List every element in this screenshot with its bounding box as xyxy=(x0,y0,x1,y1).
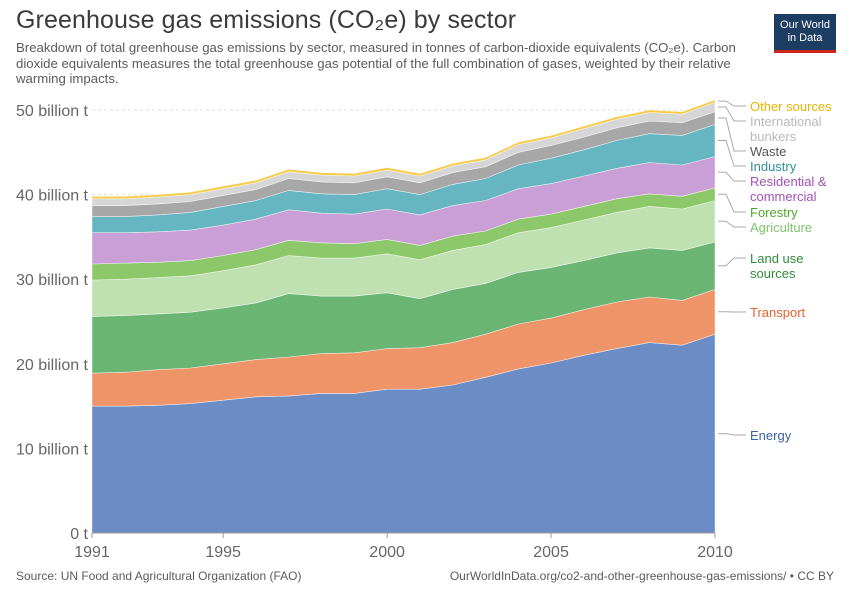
legend-connector xyxy=(718,106,746,122)
y-tick-label: 50 billion t xyxy=(16,103,89,120)
y-tick-label: 0 t xyxy=(70,526,88,543)
x-tick-label: 2005 xyxy=(533,544,569,561)
legend-connector xyxy=(718,193,746,213)
legend-label-residential-commercial: Residential & xyxy=(750,174,827,189)
y-tick-label: 20 billion t xyxy=(16,357,89,374)
legend-connector xyxy=(718,220,746,228)
y-tick-label: 10 billion t xyxy=(16,441,89,458)
chart-subtitle: Breakdown of total greenhouse gas emissi… xyxy=(16,40,736,86)
legend-connector xyxy=(718,433,746,436)
legend-label-transport: Transport xyxy=(750,305,806,320)
legend-label-waste: Waste xyxy=(750,144,786,159)
chart-title: Greenhouse gas emissions (CO₂e) by secto… xyxy=(16,6,517,34)
x-tick-label: 2010 xyxy=(697,544,733,561)
legend-connector xyxy=(718,117,746,152)
logo-line-1: Our World xyxy=(780,19,830,31)
legend-connector xyxy=(718,140,746,167)
legend-label-residential-commercial: commercial xyxy=(750,189,817,204)
x-tick-label: 1995 xyxy=(205,544,241,561)
legend-connector xyxy=(718,100,746,107)
source-url[interactable]: OurWorldInData.org/co2-and-other-greenho… xyxy=(449,569,834,583)
legend-label-forestry: Forestry xyxy=(750,205,798,220)
legend-label-international-bunkers: bunkers xyxy=(750,129,797,144)
owid-logo[interactable]: Our World in Data xyxy=(774,14,836,53)
x-tick-label: 1991 xyxy=(74,544,110,561)
legend-connector xyxy=(718,171,746,182)
y-tick-label: 30 billion t xyxy=(16,272,89,289)
legend-label-energy: Energy xyxy=(750,428,792,443)
legend-label-international-bunkers: International xyxy=(750,114,822,129)
y-tick-label: 40 billion t xyxy=(16,188,89,205)
source-note: Source: UN Food and Agricultural Organiz… xyxy=(16,569,302,583)
legend-label-agriculture: Agriculture xyxy=(750,220,812,235)
x-tick-label: 2000 xyxy=(369,544,405,561)
legend-label-industry: Industry xyxy=(750,159,797,174)
legend-label-other-sources: Other sources xyxy=(750,99,832,114)
legend-label-land-use-sources: Land use xyxy=(750,251,804,266)
area-other-sources xyxy=(91,99,716,200)
logo-line-2: in Data xyxy=(787,32,823,44)
legend-label-land-use-sources: sources xyxy=(750,266,796,281)
legend-connector xyxy=(718,257,746,267)
